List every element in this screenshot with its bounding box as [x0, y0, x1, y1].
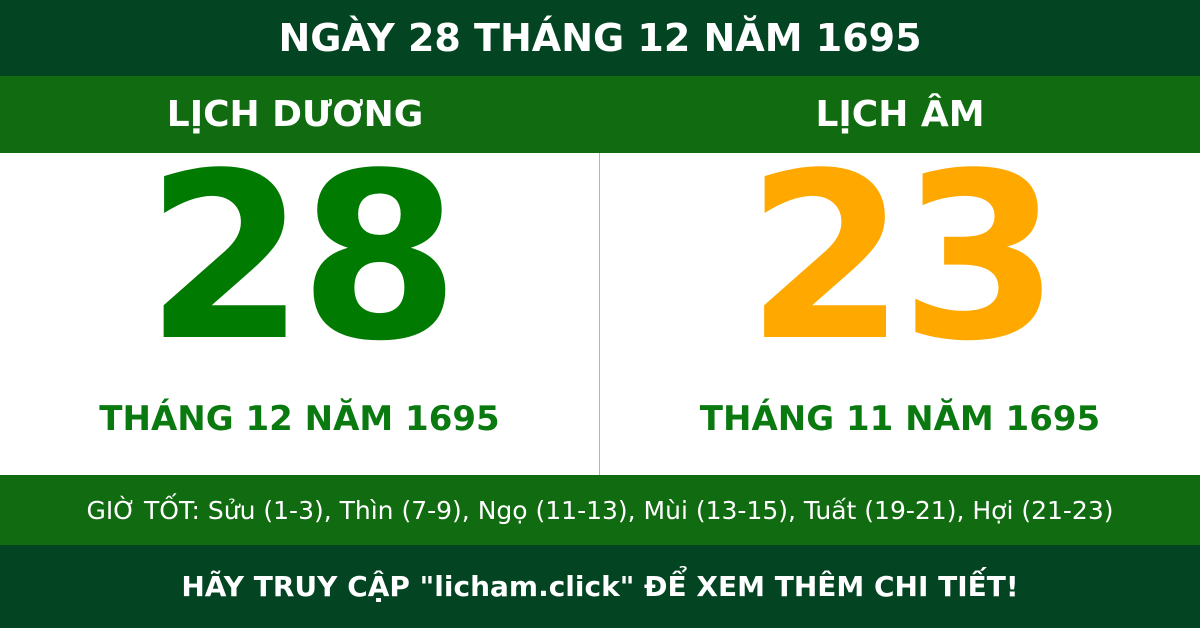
good-hours: GIỜ TỐT: Sửu (1-3), Thìn (7-9), Ngọ (11-…	[0, 475, 1200, 545]
solar-heading: LỊCH DƯƠNG	[166, 94, 424, 135]
lunar-panel: 23 THÁNG 11 NĂM 1695	[600, 125, 1200, 475]
solar-panel: 28 THÁNG 12 NĂM 1695	[0, 125, 600, 475]
calendar-headers: LỊCH DƯƠNG LỊCH ÂM	[0, 76, 1200, 153]
solar-day: 28	[145, 125, 459, 392]
calendar-body: 28 THÁNG 12 NĂM 1695 23 THÁNG 11 NĂM 169…	[0, 125, 1200, 475]
footer-cta: HÃY TRUY CẬP "licham.click" ĐỂ XEM THÊM …	[0, 545, 1200, 628]
lunar-day: 23	[745, 125, 1060, 392]
page-title: NGÀY 28 THÁNG 12 NĂM 1695	[0, 0, 1200, 76]
lunar-month-year: THÁNG 11 NĂM 1695	[699, 399, 1101, 439]
solar-month-year: THÁNG 12 NĂM 1695	[99, 399, 500, 439]
lunar-heading: LỊCH ÂM	[815, 94, 985, 135]
